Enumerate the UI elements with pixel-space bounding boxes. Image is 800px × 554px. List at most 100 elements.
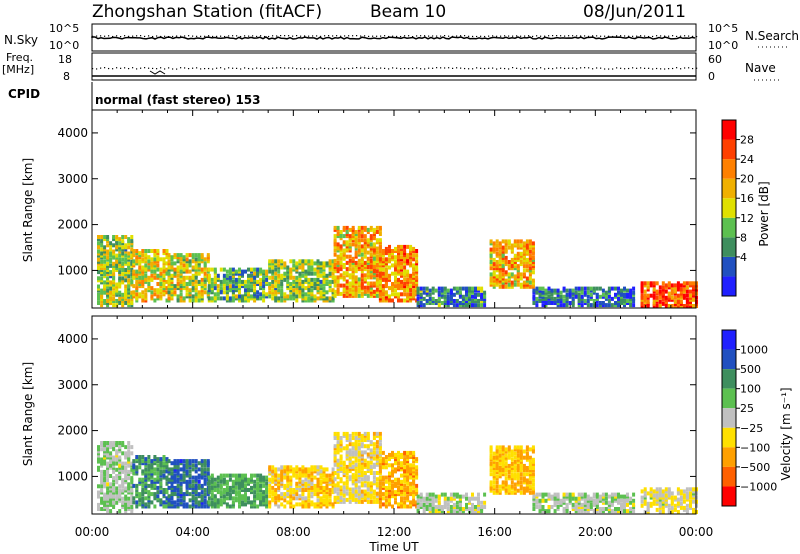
data-cell (244, 479, 247, 484)
data-cell (144, 473, 148, 478)
data-cell (388, 463, 391, 468)
data-cell (333, 238, 337, 243)
nsearch-dot (512, 35, 514, 37)
data-cell (156, 494, 160, 499)
data-cell (339, 260, 343, 265)
data-cell (348, 462, 352, 467)
data-cell (307, 290, 311, 295)
data-cell (391, 490, 394, 495)
data-cell (357, 248, 361, 253)
data-cell (106, 486, 110, 491)
data-cell (289, 290, 293, 295)
data-cell (360, 433, 364, 438)
data-cell (304, 473, 308, 478)
data-cell (115, 496, 119, 501)
data-cell (118, 243, 122, 248)
data-cell (100, 280, 104, 285)
data-cell (197, 261, 201, 266)
data-cell (339, 267, 343, 272)
data-cell (182, 473, 186, 478)
data-cell (689, 283, 692, 288)
data-cell (492, 472, 496, 477)
data-cell (525, 243, 529, 248)
nsearch-dot (200, 35, 202, 37)
data-cell (167, 485, 171, 490)
data-cell (124, 474, 128, 478)
data-cell (268, 488, 272, 492)
data-cell (301, 467, 305, 472)
data-cell (504, 272, 508, 277)
data-cell (127, 472, 131, 476)
data-cell (378, 286, 382, 291)
freq-label: Freq. (6, 51, 33, 64)
data-cell (307, 498, 311, 503)
data-cell (409, 298, 413, 303)
data-cell (262, 271, 266, 276)
data-cell (372, 269, 376, 274)
data-cell (316, 494, 320, 499)
data-cell (649, 283, 653, 288)
power-y-label: Slant Range [km] (21, 158, 35, 262)
data-cell (406, 496, 410, 501)
data-cell (531, 468, 535, 473)
data-cell (522, 466, 526, 470)
data-cell (406, 463, 410, 468)
data-cell (228, 504, 232, 509)
data-cell (366, 293, 370, 298)
data-cell (525, 488, 529, 493)
data-cell (167, 459, 171, 464)
data-cell (354, 489, 358, 494)
data-cell (286, 483, 290, 488)
data-cell (336, 469, 340, 473)
data-cell (207, 273, 211, 278)
data-cell (109, 465, 113, 470)
data-cell (369, 246, 373, 251)
data-cell (176, 294, 180, 299)
data-cell (428, 502, 432, 507)
data-cell (412, 490, 416, 495)
data-cell (658, 289, 662, 294)
data-cell (565, 288, 569, 293)
data-cell (394, 457, 397, 462)
nave-dot (476, 67, 478, 69)
data-cell (384, 494, 388, 499)
data-cell (319, 488, 323, 492)
data-cell (197, 483, 201, 488)
nave-dot (408, 68, 410, 70)
data-cell (106, 282, 110, 287)
data-cell (372, 475, 376, 480)
data-cell (259, 483, 263, 488)
data-cell (531, 488, 535, 493)
nave-dot (680, 68, 682, 70)
data-cell (206, 463, 210, 468)
data-cell (397, 257, 400, 262)
data-cell (238, 271, 241, 276)
data-cell (528, 245, 532, 250)
data-cell (277, 496, 281, 501)
colorbar-tick-label: 20 (740, 173, 754, 186)
data-cell (416, 292, 420, 297)
data-cell (562, 299, 566, 303)
data-cell (316, 261, 320, 266)
data-cell (241, 500, 244, 505)
data-cell (366, 431, 370, 436)
data-cell (228, 275, 232, 280)
nave-dot (372, 67, 374, 69)
data-cell (366, 258, 370, 263)
data-cell (115, 286, 119, 291)
data-cell (388, 473, 391, 478)
data-cell (271, 265, 275, 270)
data-cell (372, 256, 376, 261)
data-cell (541, 498, 545, 503)
data-cell (271, 296, 275, 301)
data-cell (219, 290, 223, 295)
data-cell (501, 260, 505, 264)
nave-dot (388, 68, 390, 70)
data-cell (200, 294, 204, 299)
data-cell (127, 441, 131, 445)
data-cell (121, 488, 125, 493)
data-cell (150, 461, 154, 466)
data-cell (528, 472, 532, 477)
data-cell (415, 483, 419, 488)
nsearch-dot (620, 35, 622, 37)
